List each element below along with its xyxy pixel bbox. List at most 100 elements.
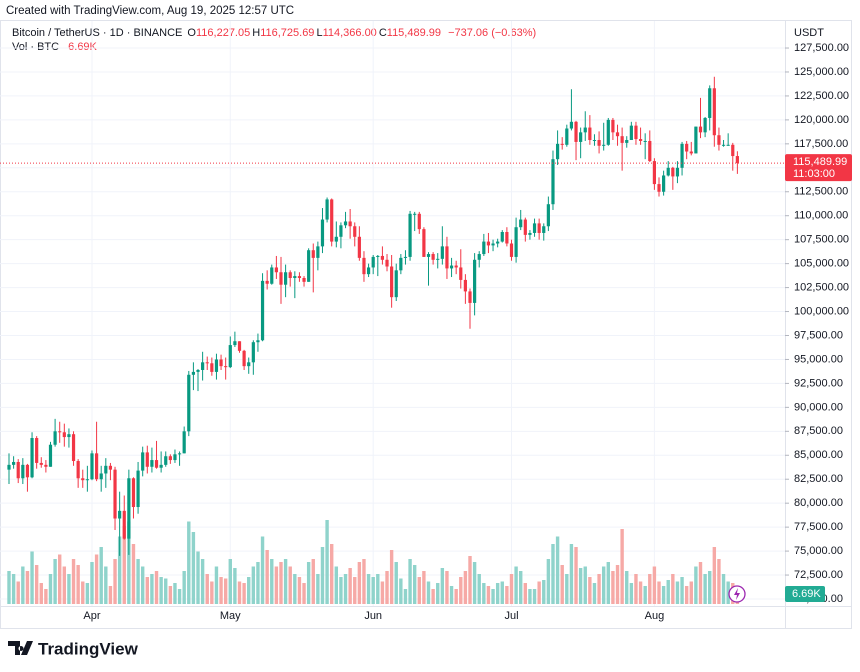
y-tick-label: 72,500.00 bbox=[794, 569, 843, 581]
y-tick-label: 75,000.00 bbox=[794, 545, 843, 557]
volume-bar bbox=[560, 565, 564, 604]
logo-text: TradingView bbox=[38, 639, 139, 658]
candle-body bbox=[307, 250, 311, 282]
candle-body bbox=[726, 144, 730, 146]
volume-bar bbox=[445, 571, 449, 604]
grid bbox=[0, 21, 785, 606]
candle-body bbox=[224, 366, 228, 368]
volume-bar bbox=[104, 566, 108, 604]
y-tick-label: 122,500.00 bbox=[794, 90, 849, 102]
volume-last: 6.69K bbox=[68, 41, 97, 53]
candle-body bbox=[666, 167, 670, 176]
volume-bar bbox=[698, 562, 703, 604]
candle-body bbox=[339, 225, 343, 237]
candle-body bbox=[39, 462, 43, 465]
volume-bar bbox=[302, 583, 306, 604]
volume-bar bbox=[325, 520, 329, 604]
volume-bar bbox=[357, 562, 362, 604]
candle-body bbox=[131, 478, 136, 508]
volume-bar bbox=[265, 550, 269, 604]
volume-bar bbox=[569, 544, 574, 604]
x-tick-label: Jul bbox=[504, 610, 518, 622]
volume-bar bbox=[320, 547, 325, 604]
candle-body bbox=[579, 132, 583, 142]
volume-bar bbox=[122, 526, 126, 604]
volume-bar bbox=[726, 581, 730, 604]
price-tag bbox=[785, 154, 852, 182]
candle-body bbox=[675, 167, 680, 177]
candle-body bbox=[348, 221, 352, 227]
volume-bar bbox=[233, 568, 237, 604]
candle-body bbox=[159, 464, 163, 468]
volume-bar bbox=[339, 577, 343, 604]
volume-bar bbox=[532, 589, 537, 604]
volume-bar bbox=[449, 586, 454, 604]
candle-body bbox=[316, 246, 320, 258]
candle-body bbox=[122, 510, 126, 539]
volume-bar bbox=[21, 566, 25, 604]
volume-bar bbox=[260, 536, 265, 604]
volume-bar bbox=[546, 559, 551, 604]
volume-bar bbox=[182, 571, 186, 604]
ohlc-key: L bbox=[316, 27, 323, 39]
volume-bar bbox=[187, 521, 191, 604]
candle-body bbox=[708, 88, 712, 118]
volume-bar bbox=[228, 559, 232, 604]
x-tick-label: Aug bbox=[645, 610, 665, 622]
volume-bar bbox=[168, 586, 173, 604]
candle-body bbox=[551, 159, 555, 205]
candle-body bbox=[35, 438, 39, 463]
candle-body bbox=[293, 276, 297, 278]
volume-bar bbox=[311, 559, 315, 604]
candle-body bbox=[648, 140, 652, 162]
volume-bar bbox=[712, 547, 717, 604]
candle-body bbox=[376, 255, 380, 257]
candle-body bbox=[532, 223, 537, 233]
volume-bar bbox=[482, 583, 486, 604]
ohlc-value: 115,489.99 bbox=[386, 27, 442, 39]
volume-bar bbox=[620, 529, 624, 604]
y-tick-label: 125,000.00 bbox=[794, 66, 849, 78]
candle-body bbox=[94, 453, 99, 480]
candle-body bbox=[297, 276, 302, 278]
candle-body bbox=[357, 236, 361, 258]
legend-row: Bitcoin / TetherUS · 1D · BINANCE O116,2… bbox=[12, 27, 538, 39]
y-tick-label: 77,500.00 bbox=[794, 521, 843, 533]
candle-body bbox=[30, 438, 34, 478]
candle-body bbox=[53, 431, 57, 445]
candle-body bbox=[731, 144, 735, 157]
candle-body bbox=[500, 232, 504, 242]
volume-bar bbox=[528, 589, 532, 604]
candle-body bbox=[145, 452, 149, 467]
volume-bar bbox=[348, 568, 352, 604]
candle-body bbox=[583, 127, 587, 133]
volume-bar bbox=[509, 574, 514, 604]
candle-body bbox=[491, 243, 495, 246]
candle-body bbox=[7, 464, 11, 470]
y-tick-label: 102,500.00 bbox=[794, 281, 849, 293]
volume-bar bbox=[648, 574, 652, 604]
ohlc-value: 116,725.69 bbox=[260, 27, 315, 39]
volume-bar bbox=[85, 583, 90, 604]
volume-bar bbox=[486, 586, 491, 604]
volume-bar bbox=[154, 571, 159, 604]
volume-tag bbox=[785, 585, 825, 602]
volume-bar bbox=[426, 581, 431, 604]
candle-body bbox=[413, 213, 417, 215]
candle-body bbox=[343, 221, 348, 226]
candle-body bbox=[459, 267, 463, 280]
candle-body bbox=[505, 232, 509, 244]
volume-bar bbox=[306, 562, 311, 604]
candle-body bbox=[118, 510, 122, 519]
candle-body bbox=[279, 272, 283, 285]
candle-body bbox=[440, 246, 444, 259]
volume-bar bbox=[463, 571, 468, 604]
candle-body bbox=[16, 461, 20, 479]
candle-body bbox=[496, 241, 500, 244]
volume-bar bbox=[403, 589, 408, 604]
candle-body bbox=[399, 257, 403, 271]
volume-bar bbox=[523, 583, 528, 604]
candle-body bbox=[436, 258, 440, 260]
y-tick-label: 117,500.00 bbox=[794, 138, 848, 150]
volume-bar bbox=[385, 571, 389, 604]
